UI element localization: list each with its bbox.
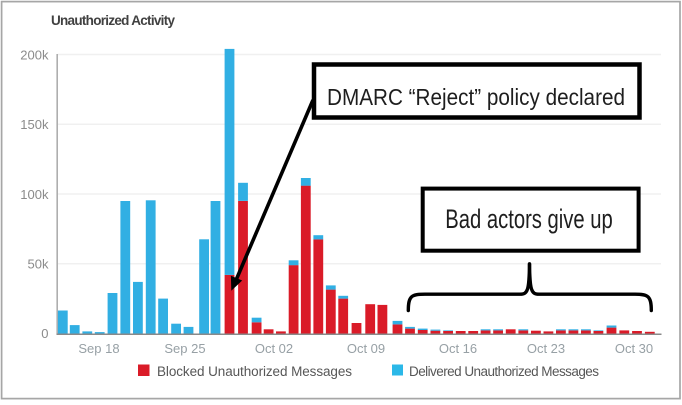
svg-text:150k: 150k <box>20 117 49 132</box>
svg-text:Oct 23: Oct 23 <box>527 341 565 356</box>
svg-text:0: 0 <box>41 326 48 341</box>
svg-text:DMARC “Reject” policy declared: DMARC “Reject” policy declared <box>327 84 625 110</box>
svg-text:50k: 50k <box>28 257 49 272</box>
svg-text:Unauthorized Activity: Unauthorized Activity <box>51 13 175 28</box>
svg-text:Bad actors give up: Bad actors give up <box>445 204 613 234</box>
svg-text:Sep 25: Sep 25 <box>164 341 205 356</box>
svg-text:Oct 30: Oct 30 <box>615 341 653 356</box>
svg-text:Sep 18: Sep 18 <box>78 341 119 356</box>
svg-text:Blocked Unauthorized Messages: Blocked Unauthorized Messages <box>157 364 352 379</box>
svg-text:Oct 16: Oct 16 <box>439 341 477 356</box>
svg-text:Oct 09: Oct 09 <box>347 341 385 356</box>
svg-text:Delivered Unauthorized Message: Delivered Unauthorized Messages <box>409 364 599 379</box>
svg-text:200k: 200k <box>20 48 49 63</box>
svg-text:100k: 100k <box>20 187 49 202</box>
svg-text:Oct 02: Oct 02 <box>255 341 293 356</box>
